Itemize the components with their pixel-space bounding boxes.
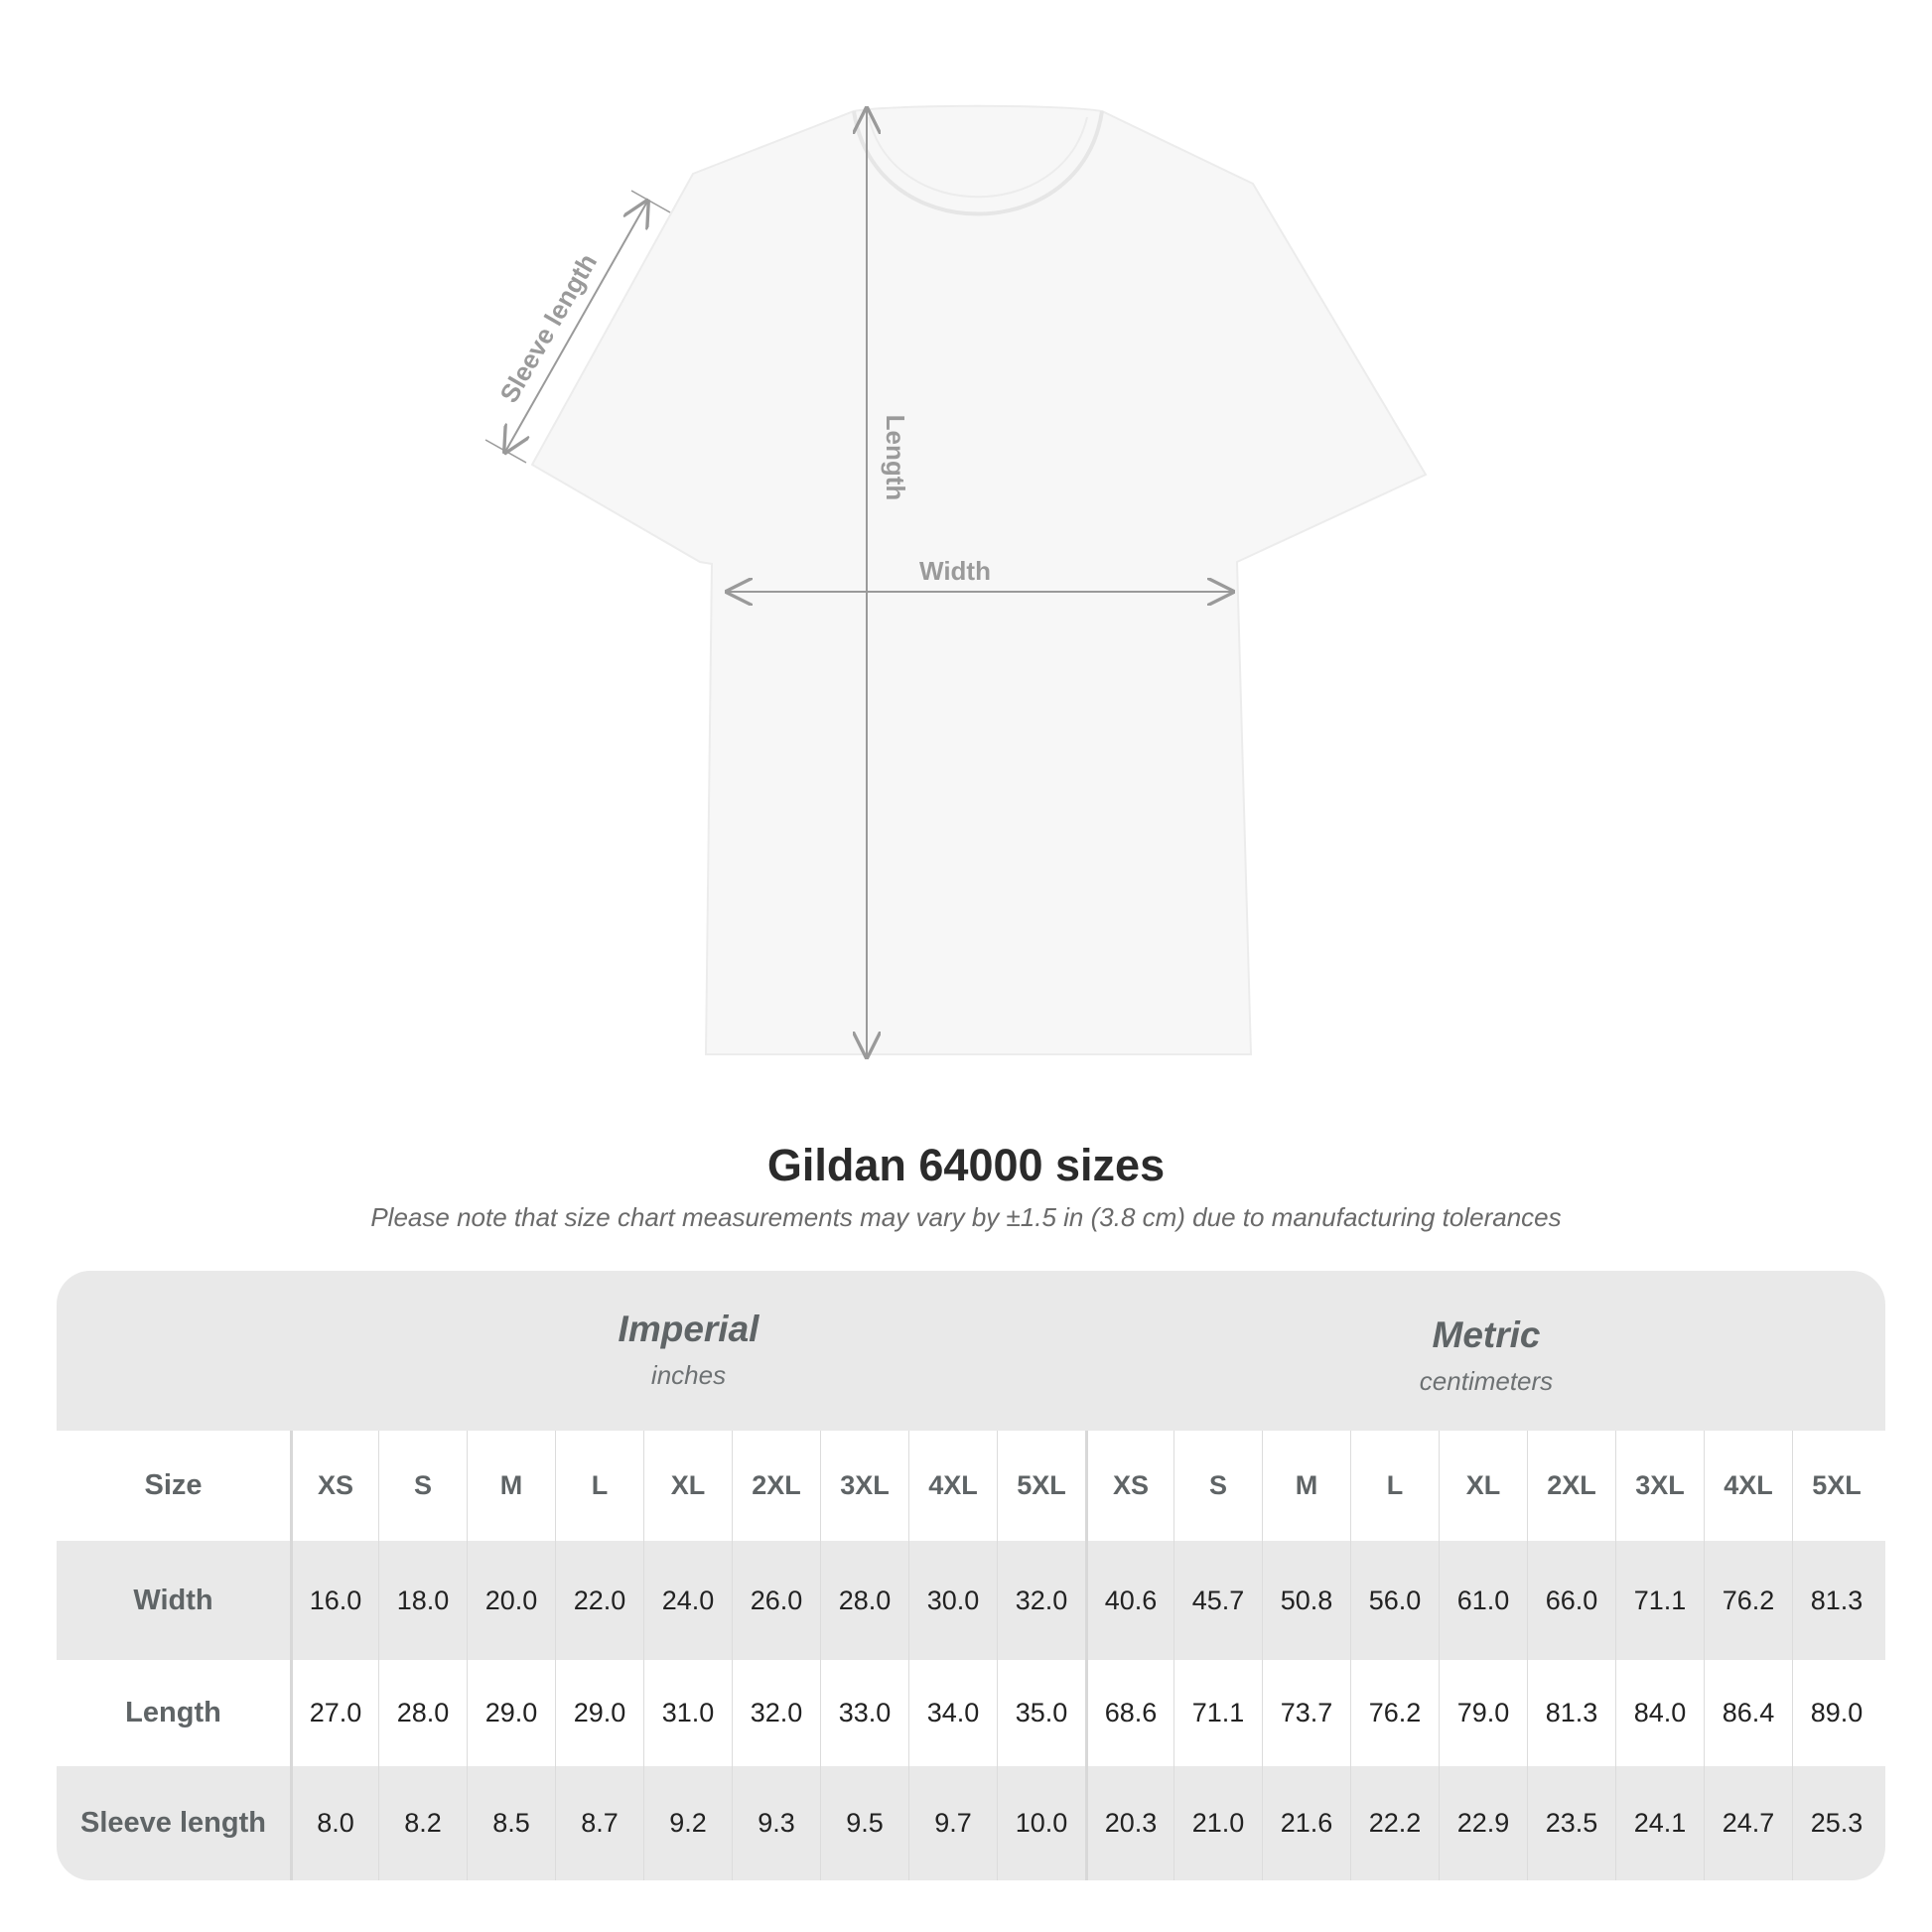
size-header-imperial-5xl: 5XL (997, 1431, 1085, 1541)
table-cell-imperial: 34.0 (908, 1660, 997, 1766)
metric-header: Metric centimeters (1087, 1314, 1885, 1397)
table-row-width: Width 16.0 18.0 20.0 22.0 24.0 26.0 28.0 30.0 32.… (57, 1541, 1885, 1660)
metric-title: Metric (1432, 1314, 1541, 1355)
size-header-row: Size XS S M L XL 2XL 3XL 4XL 5XL XS S M L XL 2XL 3XL 4XL 5… (57, 1431, 1885, 1541)
row-label: Width (133, 1584, 213, 1616)
table-cell-imperial: 18.0 (378, 1541, 467, 1660)
size-header-metric-5xl: 5XL (1792, 1431, 1880, 1541)
imperial-unit: inches (650, 1360, 727, 1390)
length-label: Length (881, 415, 910, 501)
size-header-metric-l: L (1350, 1431, 1439, 1541)
table-cell-metric: 81.3 (1527, 1660, 1615, 1766)
row-label-size: Size (144, 1469, 203, 1501)
table-cell-imperial: 20.0 (467, 1541, 555, 1660)
size-header-metric-xl: XL (1439, 1431, 1527, 1541)
table-cell-metric: 21.6 (1262, 1766, 1350, 1880)
table-cell-imperial: 9.3 (732, 1766, 820, 1880)
row-label: Sleeve length (80, 1807, 266, 1839)
table-cell-metric: 79.0 (1439, 1660, 1527, 1766)
size-header-imperial-l: L (555, 1431, 643, 1541)
table-cell-metric: 45.7 (1173, 1541, 1262, 1660)
table-cell-metric: 24.7 (1704, 1766, 1792, 1880)
table-cell-metric: 40.6 (1085, 1541, 1173, 1660)
table-cell-metric: 56.0 (1350, 1541, 1439, 1660)
size-header-imperial-3xl: 3XL (820, 1431, 908, 1541)
table-cell-metric: 50.8 (1262, 1541, 1350, 1660)
table-cell-imperial: 30.0 (908, 1541, 997, 1660)
table-cell-metric: 81.3 (1792, 1541, 1880, 1660)
table-cell-imperial: 26.0 (732, 1541, 820, 1660)
size-table: Imperial inches Metric centimeters Size X… (57, 1271, 1885, 1880)
table-cell-imperial: 31.0 (643, 1660, 732, 1766)
metric-unit: centimeters (1419, 1366, 1554, 1396)
table-cell-imperial: 8.7 (555, 1766, 643, 1880)
table-cell-imperial: 10.0 (997, 1766, 1085, 1880)
table-cell-metric: 68.6 (1085, 1660, 1173, 1766)
table-cell-metric: 61.0 (1439, 1541, 1527, 1660)
table-cell-imperial: 33.0 (820, 1660, 908, 1766)
table-cell-metric: 73.7 (1262, 1660, 1350, 1766)
table-cell-imperial: 9.7 (908, 1766, 997, 1880)
width-label: Width (919, 556, 991, 586)
table-cell-metric: 84.0 (1615, 1660, 1704, 1766)
table-cell-metric: 71.1 (1615, 1541, 1704, 1660)
table-cell-imperial: 28.0 (820, 1541, 908, 1660)
size-header-metric-3xl: 3XL (1615, 1431, 1704, 1541)
table-cell-metric: 89.0 (1792, 1660, 1880, 1766)
table-cell-imperial: 8.5 (467, 1766, 555, 1880)
table-cell-imperial: 29.0 (555, 1660, 643, 1766)
row-label: Length (125, 1697, 221, 1728)
table-cell-imperial: 9.2 (643, 1766, 732, 1880)
table-cell-imperial: 28.0 (378, 1660, 467, 1766)
size-header-imperial-4xl: 4XL (908, 1431, 997, 1541)
size-header-metric-m: M (1262, 1431, 1350, 1541)
size-header-metric-s: S (1173, 1431, 1262, 1541)
table-cell-metric: 21.0 (1173, 1766, 1262, 1880)
table-cell-imperial: 9.5 (820, 1766, 908, 1880)
table-cell-metric: 20.3 (1085, 1766, 1173, 1880)
table-cell-metric: 23.5 (1527, 1766, 1615, 1880)
size-header-imperial-m: M (467, 1431, 555, 1541)
table-cell-metric: 71.1 (1173, 1660, 1262, 1766)
table-cell-metric: 76.2 (1350, 1660, 1439, 1766)
imperial-header: Imperial inches (290, 1309, 1087, 1391)
table-cell-imperial: 35.0 (997, 1660, 1085, 1766)
size-header-imperial-xl: XL (643, 1431, 732, 1541)
table-cell-imperial: 8.0 (290, 1766, 378, 1880)
table-cell-imperial: 16.0 (290, 1541, 378, 1660)
size-header-imperial-xs: XS (290, 1431, 378, 1541)
table-cell-metric: 22.2 (1350, 1766, 1439, 1880)
table-cell-metric: 22.9 (1439, 1766, 1527, 1880)
table-cell-metric: 66.0 (1527, 1541, 1615, 1660)
size-header-metric-4xl: 4XL (1704, 1431, 1792, 1541)
tshirt-diagram: Length Width Sleeve length (484, 104, 1428, 1092)
table-cell-imperial: 8.2 (378, 1766, 467, 1880)
table-cell-metric: 24.1 (1615, 1766, 1704, 1880)
size-header-imperial-2xl: 2XL (732, 1431, 820, 1541)
table-cell-imperial: 24.0 (643, 1541, 732, 1660)
table-cell-metric: 86.4 (1704, 1660, 1792, 1766)
size-header-metric-2xl: 2XL (1527, 1431, 1615, 1541)
table-cell-imperial: 27.0 (290, 1660, 378, 1766)
table-cell-metric: 76.2 (1704, 1541, 1792, 1660)
table-row-sleeve-length: Sleeve length 8.0 8.2 8.5 8.7 9.2 9.3 9.5 9.7 10.… (57, 1766, 1885, 1880)
table-cell-imperial: 29.0 (467, 1660, 555, 1766)
sleeve-arrow (505, 202, 647, 452)
table-cell-metric: 25.3 (1792, 1766, 1880, 1880)
unit-header-band (57, 1271, 1885, 1431)
size-header-imperial-s: S (378, 1431, 467, 1541)
imperial-title: Imperial (618, 1309, 759, 1349)
table-cell-imperial: 32.0 (732, 1660, 820, 1766)
tolerance-note: Please note that size chart measurements… (370, 1202, 1562, 1232)
table-row-length: Length 27.0 28.0 29.0 29.0 31.0 32.0 33.0 34.0 35… (57, 1660, 1885, 1766)
table-cell-imperial: 22.0 (555, 1541, 643, 1660)
size-header-metric-xs: XS (1085, 1431, 1173, 1541)
table-cell-imperial: 32.0 (997, 1541, 1085, 1660)
page-title: Gildan 64000 sizes (766, 1140, 1166, 1190)
